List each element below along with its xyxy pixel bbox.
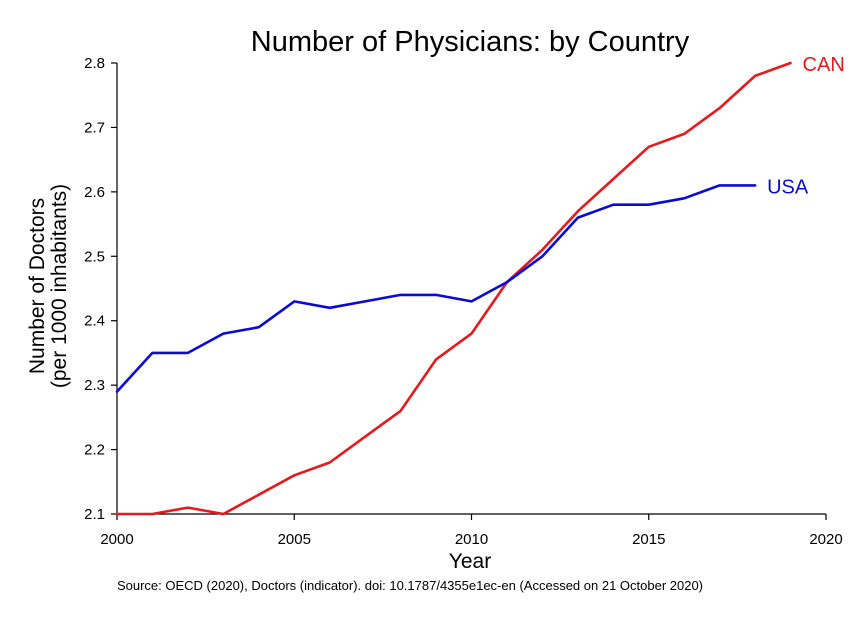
y-tick-label: 2.6 bbox=[84, 184, 105, 201]
series-layer: CAN USA bbox=[115, 54, 845, 516]
series-label-can: CAN bbox=[803, 54, 845, 76]
x-axis-label: Year bbox=[449, 550, 491, 573]
y-axis-label-line-1: Number of Doctors bbox=[26, 198, 49, 374]
series-line-can bbox=[115, 61, 792, 516]
x-tick-label: 2010 bbox=[455, 531, 488, 548]
x-tick-label: 2000 bbox=[100, 531, 133, 548]
y-tick-label: 2.1 bbox=[84, 506, 105, 523]
y-tick-label: 2.4 bbox=[84, 313, 105, 330]
y-tick-label: 2.3 bbox=[84, 377, 105, 394]
series-label-usa: USA bbox=[767, 176, 809, 198]
source-note: Source: OECD (2020), Doctors (indicator)… bbox=[117, 578, 703, 593]
y-tick-label: 2.5 bbox=[84, 248, 105, 265]
y-tick-label: 2.8 bbox=[84, 55, 105, 72]
y-tick-label: 2.2 bbox=[84, 442, 105, 459]
x-tick-label: 2020 bbox=[809, 531, 842, 548]
y-tick-label: 2.7 bbox=[84, 119, 105, 136]
x-tick-label: 2015 bbox=[632, 531, 665, 548]
y-axis-label-line-2: (per 1000 inhabitants) bbox=[48, 184, 71, 388]
x-tick-label: 2005 bbox=[278, 531, 311, 548]
y-axis-label: Number of Doctors (per 1000 inhabitants) bbox=[26, 184, 71, 388]
axes: 2.1 2.2 2.3 2.4 2.5 2.6 2.7 2.8 2000 2005 2010 2015… bbox=[84, 55, 843, 548]
series-line-usa bbox=[115, 184, 757, 393]
chart-title: Number of Physicians: by Country bbox=[251, 26, 690, 58]
